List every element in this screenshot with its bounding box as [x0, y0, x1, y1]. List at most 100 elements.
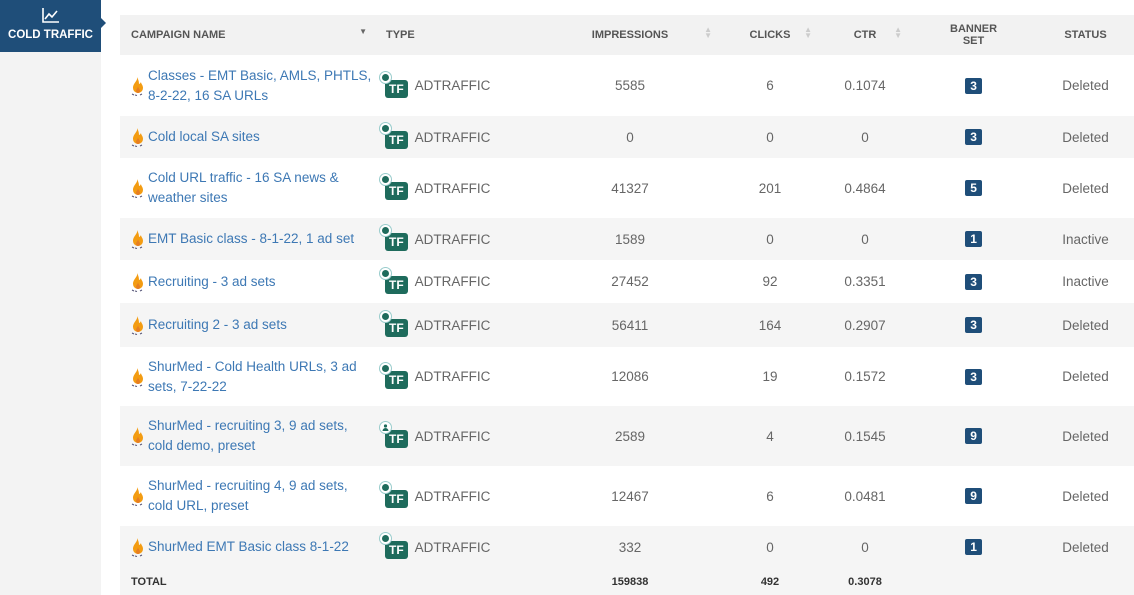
- table-row: ShurMed - recruiting 4, 9 ad sets, cold …: [120, 466, 1134, 526]
- banner-set-badge[interactable]: 3: [965, 368, 982, 385]
- status-cell: Deleted: [1062, 488, 1109, 504]
- fire-icon: [131, 427, 143, 446]
- banner-set-badge[interactable]: 9: [965, 428, 982, 444]
- type-label: ADTRAFFIC: [414, 488, 491, 504]
- type-badge: TF: [385, 182, 408, 200]
- banner-set-badge[interactable]: 3: [965, 273, 982, 290]
- sort-icon: ▲ ▼: [704, 25, 712, 40]
- clicks-cell: 6: [766, 488, 774, 504]
- table-row: Recruiting - 3 ad sets TF ADTRAFFIC 27452…: [120, 260, 1134, 303]
- fire-icon: [131, 128, 143, 147]
- campaign-name-link[interactable]: Recruiting 2 - 3 ad sets: [148, 317, 287, 332]
- campaign-name-link[interactable]: ShurMed EMT Basic class 8-1-22: [148, 539, 349, 554]
- fire-icon: [131, 272, 143, 292]
- status-cell: Deleted: [1037, 526, 1134, 568]
- type-badge: TF: [385, 233, 408, 251]
- globe-icon: [379, 224, 392, 237]
- ctr-cell: 0.1572: [844, 369, 886, 384]
- campaign-name-link[interactable]: ShurMed - Cold Health URLs, 3 ad sets, 7…: [148, 358, 357, 394]
- ctr-cell: 0.1545: [820, 406, 910, 466]
- type-label: ADTRAFFIC: [414, 129, 491, 145]
- impressions-cell: 56411: [540, 303, 720, 347]
- clicks-cell: 4: [720, 406, 820, 466]
- fire-icon: [131, 76, 143, 96]
- type-label: ADTRAFFIC: [414, 539, 491, 555]
- total-label: TOTAL: [120, 568, 375, 595]
- impressions-cell: 0: [540, 116, 720, 158]
- clicks-cell: 164: [720, 303, 820, 347]
- status-cell: Deleted: [1062, 180, 1109, 196]
- campaign-name-link[interactable]: Cold URL traffic - 16 SA news & weather …: [148, 170, 339, 205]
- type-label: ADTRAFFIC: [414, 231, 491, 247]
- globe-icon: [379, 532, 392, 545]
- ctr-cell: 0: [820, 218, 910, 260]
- status-cell: Inactive: [1037, 218, 1134, 260]
- status-cell: Deleted: [1037, 303, 1134, 347]
- status-cell: Inactive: [1062, 274, 1109, 289]
- header-campaign-name[interactable]: CAMPAIGN NAME ▼: [120, 15, 375, 55]
- clicks-cell: 0: [720, 526, 820, 568]
- status-cell: Deleted: [1062, 369, 1109, 384]
- banner-set-badge[interactable]: 1: [965, 231, 982, 247]
- fire-icon: [131, 367, 143, 387]
- total-clicks: 492: [720, 568, 820, 595]
- globe-icon: [379, 122, 392, 135]
- campaign-name-link[interactable]: ShurMed - recruiting 3, 9 ad sets, cold …: [148, 418, 348, 453]
- ctr-cell: 0.3351: [844, 274, 886, 289]
- sidebar: COLD TRAFFIC: [0, 0, 106, 595]
- banner-set-badge[interactable]: 9: [965, 488, 982, 504]
- campaign-name-link[interactable]: Classes - EMT Basic, AMLS, PHTLS, 8-2-22…: [148, 67, 372, 103]
- table-row: ShurMed EMT Basic class 8-1-22 TF ADTRAFF…: [120, 526, 1134, 568]
- banner-set-badge[interactable]: 3: [965, 129, 982, 145]
- impressions-cell: 5585: [614, 78, 646, 93]
- type-badge: TF: [385, 319, 408, 337]
- table-row: Cold URL traffic - 16 SA news & weather …: [120, 158, 1134, 218]
- total-row: TOTAL 159838 492 0.3078: [120, 568, 1134, 595]
- clicks-cell: 0: [720, 116, 820, 158]
- fire-icon: [131, 316, 143, 335]
- table-row: Classes - EMT Basic, AMLS, PHTLS, 8-2-22…: [120, 55, 1134, 116]
- table-row: EMT Basic class - 8-1-22, 1 ad set TF ADT…: [120, 218, 1134, 260]
- line-chart-icon: [41, 8, 59, 23]
- sort-icon: ▲ ▼: [804, 25, 812, 40]
- banner-set-badge[interactable]: 3: [965, 317, 982, 333]
- fire-icon: [131, 230, 143, 249]
- header-clicks[interactable]: CLICKS ▲ ▼: [720, 15, 820, 55]
- clicks-cell: 201: [758, 180, 782, 196]
- fire-icon: [131, 538, 143, 557]
- banner-set-badge[interactable]: 1: [965, 539, 982, 555]
- tab-cold-traffic[interactable]: COLD TRAFFIC: [0, 0, 106, 52]
- type-label: ADTRAFFIC: [414, 180, 491, 196]
- ctr-cell: 0: [820, 526, 910, 568]
- ctr-cell: 0.1074: [844, 78, 886, 93]
- type-badge: TF: [385, 430, 408, 448]
- type-badge: TF: [385, 541, 408, 559]
- fire-icon: [131, 487, 143, 506]
- campaign-name-link[interactable]: Recruiting - 3 ad sets: [148, 273, 276, 289]
- table-row: Cold local SA sites TF ADTRAFFIC 0 0 0 3 …: [120, 116, 1134, 158]
- header-status: STATUS: [1037, 15, 1134, 55]
- type-label: ADTRAFFIC: [414, 317, 491, 333]
- type-label: ADTRAFFIC: [414, 369, 491, 384]
- table-row: ShurMed - recruiting 3, 9 ad sets, cold …: [120, 406, 1134, 466]
- campaign-name-link[interactable]: Cold local SA sites: [148, 129, 260, 144]
- person-icon: [379, 421, 392, 434]
- campaign-name-link[interactable]: ShurMed - recruiting 4, 9 ad sets, cold …: [148, 478, 348, 513]
- header-impressions[interactable]: IMPRESSIONS ▲ ▼: [540, 15, 720, 55]
- impressions-cell: 12086: [611, 369, 649, 384]
- header-type: TYPE: [375, 15, 540, 55]
- impressions-cell: 2589: [540, 406, 720, 466]
- globe-icon: [379, 70, 392, 84]
- sort-icon: ▲ ▼: [894, 25, 902, 40]
- banner-set-badge[interactable]: 3: [965, 77, 982, 94]
- banner-set-badge[interactable]: 5: [965, 180, 982, 196]
- clicks-cell: 92: [762, 274, 778, 289]
- header-banner-set: BANNER SET: [910, 15, 1038, 55]
- type-label: ADTRAFFIC: [414, 274, 491, 289]
- campaign-name-link[interactable]: EMT Basic class - 8-1-22, 1 ad set: [148, 231, 355, 246]
- clicks-cell: 19: [762, 369, 778, 384]
- header-ctr[interactable]: CTR ▲ ▼: [820, 15, 910, 55]
- impressions-cell: 1589: [540, 218, 720, 260]
- impressions-cell: 41327: [611, 180, 649, 196]
- globe-icon: [379, 481, 392, 494]
